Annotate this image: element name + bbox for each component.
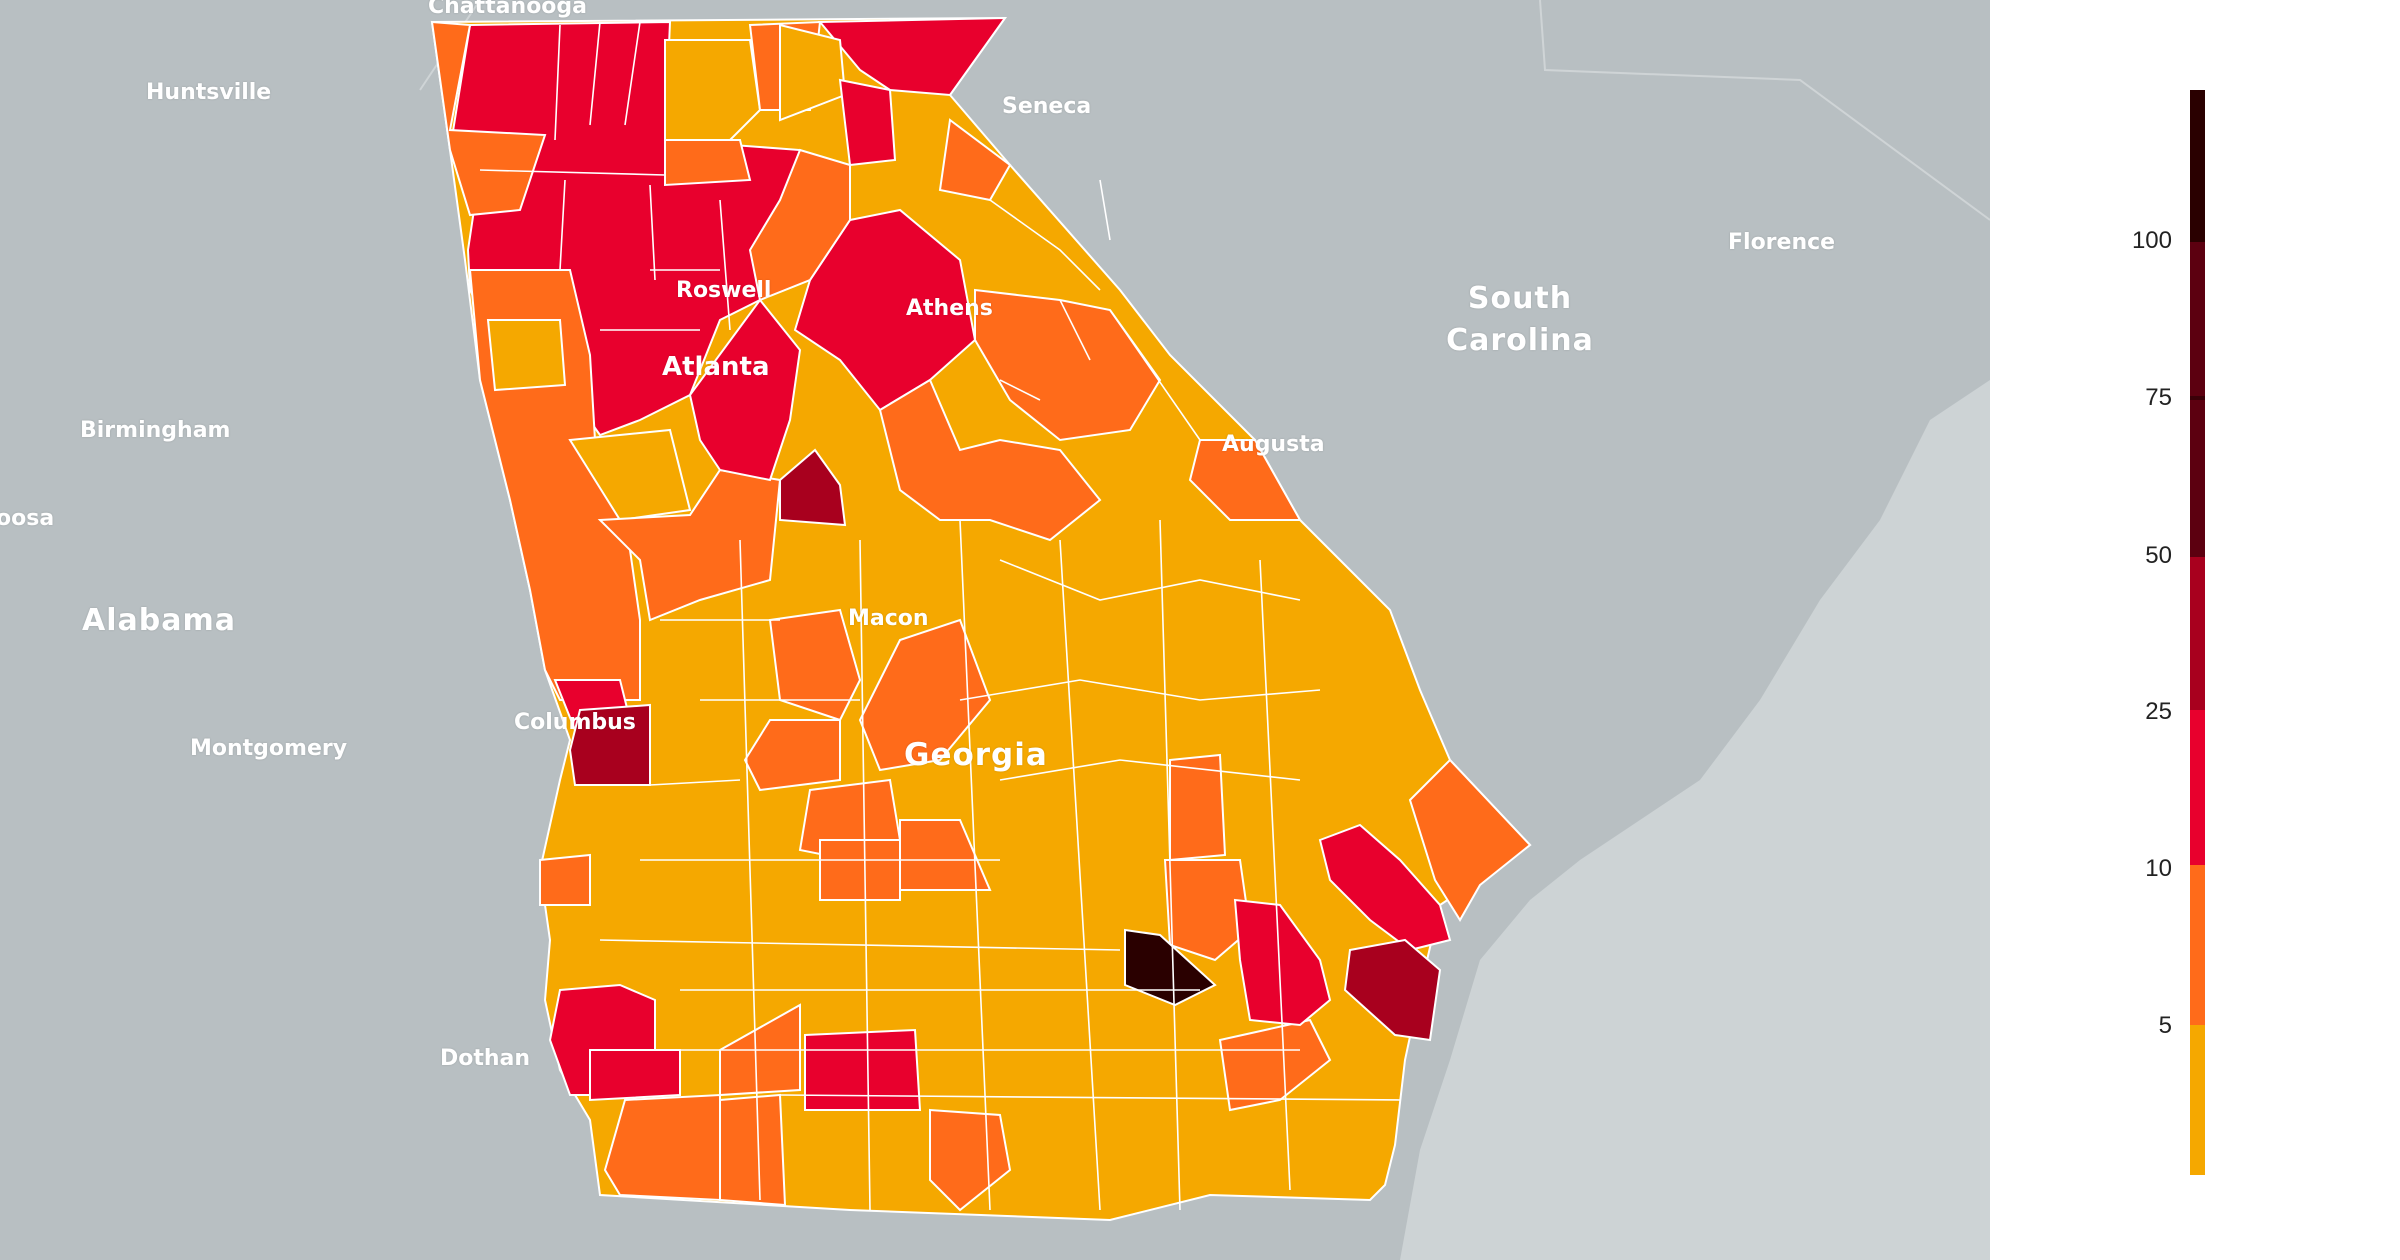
place-label-seneca: Seneca [1002, 94, 1092, 119]
county-orange-east [1169, 753, 1227, 862]
legend-tick-label-5: 5 [2158, 1012, 2172, 1039]
county-yellow-west [568, 428, 692, 522]
county-lines [479, 21, 1401, 1211]
place-label-dothan: Dothan [440, 1046, 531, 1071]
place-label-columbus: Columbus [514, 710, 636, 735]
legend-segment-low [2190, 1025, 2205, 1175]
place-label-atlanta: Atlanta [662, 352, 770, 382]
county-dark-red-coast [1343, 938, 1442, 1042]
county-group-coast-orange [1408, 758, 1532, 922]
place-label-oosa: oosa [0, 506, 55, 531]
map-panel[interactable]: Chattanooga Huntsville Seneca Florence R… [0, 0, 1990, 1260]
county-group-cw-orange [597, 468, 782, 622]
county-group-macon-orange [858, 618, 992, 772]
place-label-chattanooga: Chattanooga [428, 0, 588, 19]
county-orange-east [1163, 859, 1252, 962]
place-label-roswell: Roswell [676, 278, 772, 303]
legend-segment-mid [2190, 865, 2205, 1025]
ocean-area [1400, 380, 1990, 1260]
county-group-e-orange [974, 288, 1162, 442]
region-label-carolina: Carolina [1446, 323, 1594, 358]
region-label-south-carolina: South Carolina [1440, 278, 1600, 362]
county-group-south-orange [603, 1093, 721, 1202]
color-legend [2040, 0, 2400, 1260]
legend-segment-high [2190, 710, 2205, 865]
county-red-dothan2 [589, 1049, 681, 1102]
county-orange-augusta [1188, 439, 1302, 521]
place-label-birmingham: Birmingham [80, 418, 231, 443]
place-label-athens: Athens [906, 296, 993, 321]
place-label-montgomery: Montgomery [190, 736, 348, 761]
place-label-macon: Macon [848, 606, 929, 631]
county-yellow-west [486, 319, 567, 392]
legend-segment-very-high [2190, 555, 2205, 710]
legend-tick-mark [2190, 553, 2205, 557]
state-border [1539, 0, 1990, 221]
county-red-coast2 [1233, 898, 1332, 1027]
county-group-ne-orange [748, 148, 851, 302]
county-dark-red-henry [779, 448, 847, 527]
legend-segment-extreme [2190, 90, 2205, 240]
legend-tick-label-75: 75 [2145, 384, 2172, 411]
county-orange-sw [539, 853, 591, 906]
legend-tick-mark [2190, 396, 2205, 400]
legend-tick-label-25: 25 [2145, 698, 2172, 725]
place-label-florence: Florence [1728, 230, 1836, 255]
region-label-alabama: Alabama [82, 603, 236, 638]
county-group-south-orange [929, 1108, 1012, 1212]
county-orange-north [664, 139, 752, 187]
region-label-south: South [1467, 281, 1573, 316]
county-group-nw-orange [430, 20, 547, 217]
county-red-ne2 [838, 78, 897, 167]
county-group-atlanta-red [688, 298, 802, 482]
place-label-augusta: Augusta [1222, 432, 1325, 457]
county-yellow-north [664, 39, 762, 141]
county-red-coast [1318, 823, 1452, 952]
legend-tick-label-10: 10 [2145, 855, 2172, 882]
county-red-ne [817, 16, 1007, 97]
map-canvas [419, 0, 1990, 1260]
county-dark-red-columbus [568, 703, 651, 786]
county-group-sw-orange [819, 839, 901, 901]
county-group-south-orange [719, 1093, 787, 1207]
place-label-huntsville: Huntsville [146, 80, 272, 105]
region-label-georgia: Georgia [904, 737, 1048, 773]
county-group-e-orange [878, 378, 1102, 542]
legend-tick-label-50: 50 [2145, 542, 2172, 569]
legend-tick-label-100: 100 [2131, 227, 2172, 254]
legend-tick-mark [2190, 238, 2205, 242]
county-red-south [804, 1028, 922, 1111]
county-group-macon-orange [743, 719, 841, 792]
county-extreme [1124, 928, 1217, 1007]
